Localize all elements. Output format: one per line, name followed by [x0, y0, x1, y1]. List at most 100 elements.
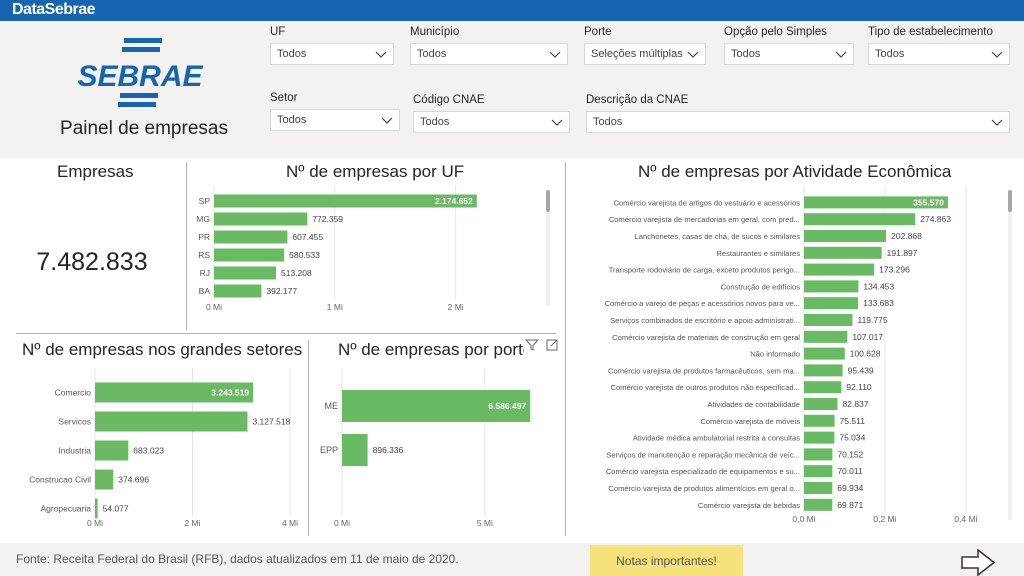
notes-button[interactable]: Notas importantes!: [590, 545, 743, 576]
bar[interactable]: [804, 448, 833, 461]
data-label: 2.174.652: [435, 196, 473, 206]
category-label: PR: [198, 232, 210, 242]
filter-header: SEBRAE Painel de empresas UF Todos Munic…: [6, 22, 1018, 155]
category-label: Construção de edifícios: [721, 282, 801, 291]
divider: [16, 333, 556, 334]
bar[interactable]: [342, 434, 368, 466]
data-label: 82.837: [843, 399, 869, 409]
category-label: Comércio varejista de mercadorias em ger…: [609, 215, 800, 224]
scrollbar-thumb[interactable]: [1008, 190, 1012, 212]
category-label: Construcao Civil: [29, 475, 91, 485]
page-title: Painel de empresas: [60, 118, 228, 139]
scrollbar-thumb[interactable]: [546, 190, 550, 212]
category-label: Atividades de contabilidade: [708, 400, 800, 409]
codigo-cnae-dropdown[interactable]: Todos: [413, 111, 570, 133]
bar[interactable]: [804, 465, 833, 478]
bar[interactable]: [804, 398, 838, 410]
bar[interactable]: [804, 330, 848, 343]
bar[interactable]: [214, 266, 277, 280]
data-label: 580.533: [289, 250, 320, 260]
dropdown-value: Todos: [875, 48, 905, 60]
opcao-simples-dropdown[interactable]: Todos: [724, 43, 854, 65]
bar[interactable]: [804, 364, 843, 377]
filter-setor: Setor Todos: [270, 92, 400, 131]
data-label: 374.696: [118, 475, 149, 485]
dropdown-value: Todos: [731, 48, 761, 60]
bar[interactable]: [95, 411, 248, 432]
category-label: Comércio varejista de produtos farmacêut…: [608, 366, 800, 375]
kpi-value: 7.482.833: [36, 248, 148, 276]
next-page-arrow-icon[interactable]: [960, 549, 996, 576]
chevron-down-icon: [991, 51, 1003, 58]
bar[interactable]: [804, 213, 916, 226]
chevron-down-icon: [835, 51, 847, 58]
atividade-chart: 0,0 Mi 0,2 Mi 0,4 Mi Comércio varejista de …: [605, 186, 1012, 524]
tick-label: 1 Mi: [327, 302, 343, 312]
setor-dropdown[interactable]: Todos: [270, 109, 400, 131]
bar[interactable]: [804, 263, 875, 276]
dropdown-value: Todos: [417, 48, 447, 60]
category-label: RS: [198, 250, 210, 260]
bar[interactable]: [95, 382, 254, 403]
tick-label: 0 Mi: [206, 302, 222, 312]
municipio-dropdown[interactable]: Todos: [410, 43, 568, 65]
bar[interactable]: [804, 381, 842, 394]
divider: [186, 162, 187, 330]
bar[interactable]: [214, 248, 285, 262]
chevron-down-icon: [687, 51, 699, 58]
data-label: 70.011: [837, 466, 863, 476]
bar[interactable]: [804, 230, 887, 242]
dropdown-value: Todos: [420, 116, 450, 128]
uf-dropdown[interactable]: Todos: [270, 43, 394, 65]
tick-label: 0 Mi: [334, 518, 350, 528]
bar[interactable]: [804, 414, 835, 427]
chevron-down-icon: [549, 51, 561, 58]
category-label: SP: [199, 196, 211, 206]
bar[interactable]: [804, 280, 859, 293]
bar[interactable]: [214, 230, 288, 244]
bar[interactable]: [804, 246, 882, 259]
category-label: Comércio varejista especializado de equi…: [606, 467, 800, 476]
filter-municipio: Município Todos: [410, 26, 568, 65]
category-label: Servicos: [58, 417, 91, 427]
scrollbar-track[interactable]: [1008, 190, 1012, 520]
bar[interactable]: [804, 347, 845, 360]
bar[interactable]: [804, 431, 835, 444]
bar[interactable]: [214, 212, 308, 226]
category-label: RJ: [200, 268, 210, 278]
bar[interactable]: [804, 482, 833, 494]
bar[interactable]: [342, 390, 531, 422]
tick-label: 5 Mi: [477, 518, 493, 528]
sebrae-logo: SEBRAE: [77, 38, 203, 107]
focus-mode-icon[interactable]: [546, 339, 558, 351]
category-label: Serviços combinados de escritório e apoi…: [610, 316, 800, 325]
bar[interactable]: [95, 498, 98, 519]
descricao-cnae-dropdown[interactable]: Todos: [586, 111, 1010, 133]
dropdown-value: Todos: [593, 116, 623, 128]
data-label: 355.570: [913, 197, 944, 207]
filter-descricao-cnae: Descrição da CNAE Todos: [586, 94, 1010, 133]
tick-label: 0,0 Mi: [792, 514, 815, 524]
category-label: Industria: [58, 446, 91, 456]
scrollbar-track[interactable]: [546, 190, 550, 306]
tipo-estabelecimento-dropdown[interactable]: Todos: [868, 43, 1010, 65]
uf-chart: 0 Mi 1 Mi 2 Mi SP 2.174.652 MG 772.359 PR 607.45…: [196, 186, 550, 312]
filter-icon[interactable]: [525, 338, 539, 352]
bar[interactable]: [95, 440, 129, 461]
bar[interactable]: [804, 314, 853, 326]
data-label: 683.023: [133, 446, 164, 456]
bar[interactable]: [804, 297, 859, 310]
bar[interactable]: [214, 194, 477, 208]
bar[interactable]: [804, 196, 948, 209]
porte-dropdown[interactable]: Seleções múltiplas: [584, 43, 706, 65]
filter-label: Descrição da CNAE: [586, 94, 689, 106]
data-label: 513.208: [281, 268, 312, 278]
bar[interactable]: [214, 284, 262, 298]
data-label: 896.336: [373, 445, 404, 455]
dropdown-value: Seleções múltiplas: [591, 48, 683, 60]
category-label: MG: [196, 214, 210, 224]
category-label: Serviços de manutenção e reparação mecân…: [606, 450, 800, 459]
bar[interactable]: [95, 469, 114, 490]
category-label: Comércio varejista de materiais de const…: [612, 333, 800, 342]
bar[interactable]: [804, 498, 833, 511]
